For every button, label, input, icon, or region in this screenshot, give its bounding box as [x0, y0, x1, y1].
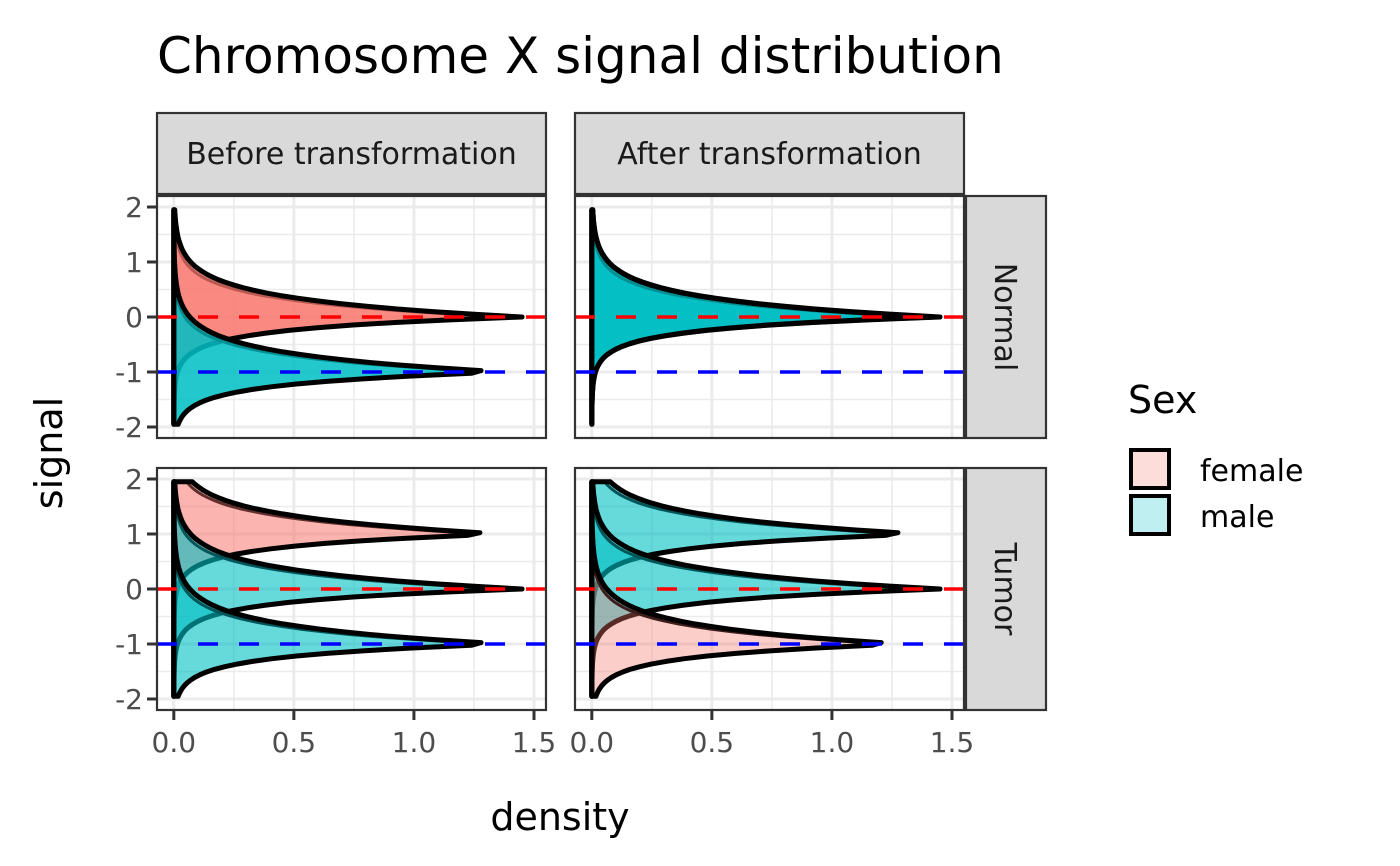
y-tick-label: 0 [125, 573, 143, 606]
legend: Sex female male [1128, 378, 1303, 536]
panel-border [573, 194, 966, 440]
strip-label-normal: Normal [987, 263, 1022, 372]
panel-0-1 [575, 196, 964, 438]
facet-strips: Before transformation After transformati… [155, 111, 1048, 712]
x-tick-label: 0.5 [272, 726, 317, 759]
x-tick-label: 0.0 [152, 726, 197, 759]
panel-1-0 [157, 468, 546, 710]
x-tick-label: 1.0 [392, 726, 437, 759]
panel-border [573, 466, 966, 712]
y-tick-label: 1 [125, 246, 143, 279]
strip-label-tumor: Tumor [987, 542, 1022, 636]
x-axis-title: density [490, 795, 629, 839]
y-tick-label: -1 [115, 628, 143, 661]
legend-key-male [1129, 494, 1171, 536]
x-tick-label: 0.0 [570, 726, 615, 759]
legend-title: Sex [1128, 378, 1197, 422]
y-tick-label: -2 [115, 683, 143, 716]
x-tick-label: 1.5 [930, 726, 975, 759]
legend-label-male: male [1200, 500, 1274, 535]
x-tick-label: 1.0 [810, 726, 855, 759]
panel-1-1 [575, 468, 964, 710]
strip-label-after: After transformation [617, 137, 922, 172]
strip-right-0 [964, 194, 1048, 440]
strip-top-0 [155, 111, 548, 196]
chart-title: Chromosome X signal distribution [157, 27, 1004, 85]
x-tick-label: 1.5 [512, 726, 557, 759]
legend-key-female [1129, 448, 1171, 490]
y-tick-label: 2 [125, 191, 143, 224]
y-tick-label: 2 [125, 463, 143, 496]
x-tick-label: 0.5 [690, 726, 735, 759]
y-axis-title: signal [27, 397, 71, 509]
legend-label-female: female [1200, 454, 1303, 489]
panels [155, 194, 966, 712]
axes: 2 1 0 -1 -2 2 1 0 -1 -2 0.0 0.5 1.0 1.5 0.0 0.5 1.0 1.5 [115, 191, 974, 759]
y-tick-label: -1 [115, 356, 143, 389]
strip-right-1 [964, 466, 1048, 712]
y-tick-label: 0 [125, 301, 143, 334]
strip-label-before: Before transformation [186, 137, 517, 172]
y-tick-label: -2 [115, 411, 143, 444]
strip-top-1 [573, 111, 966, 196]
y-tick-label: 1 [125, 518, 143, 551]
panel-0-0 [157, 196, 546, 438]
